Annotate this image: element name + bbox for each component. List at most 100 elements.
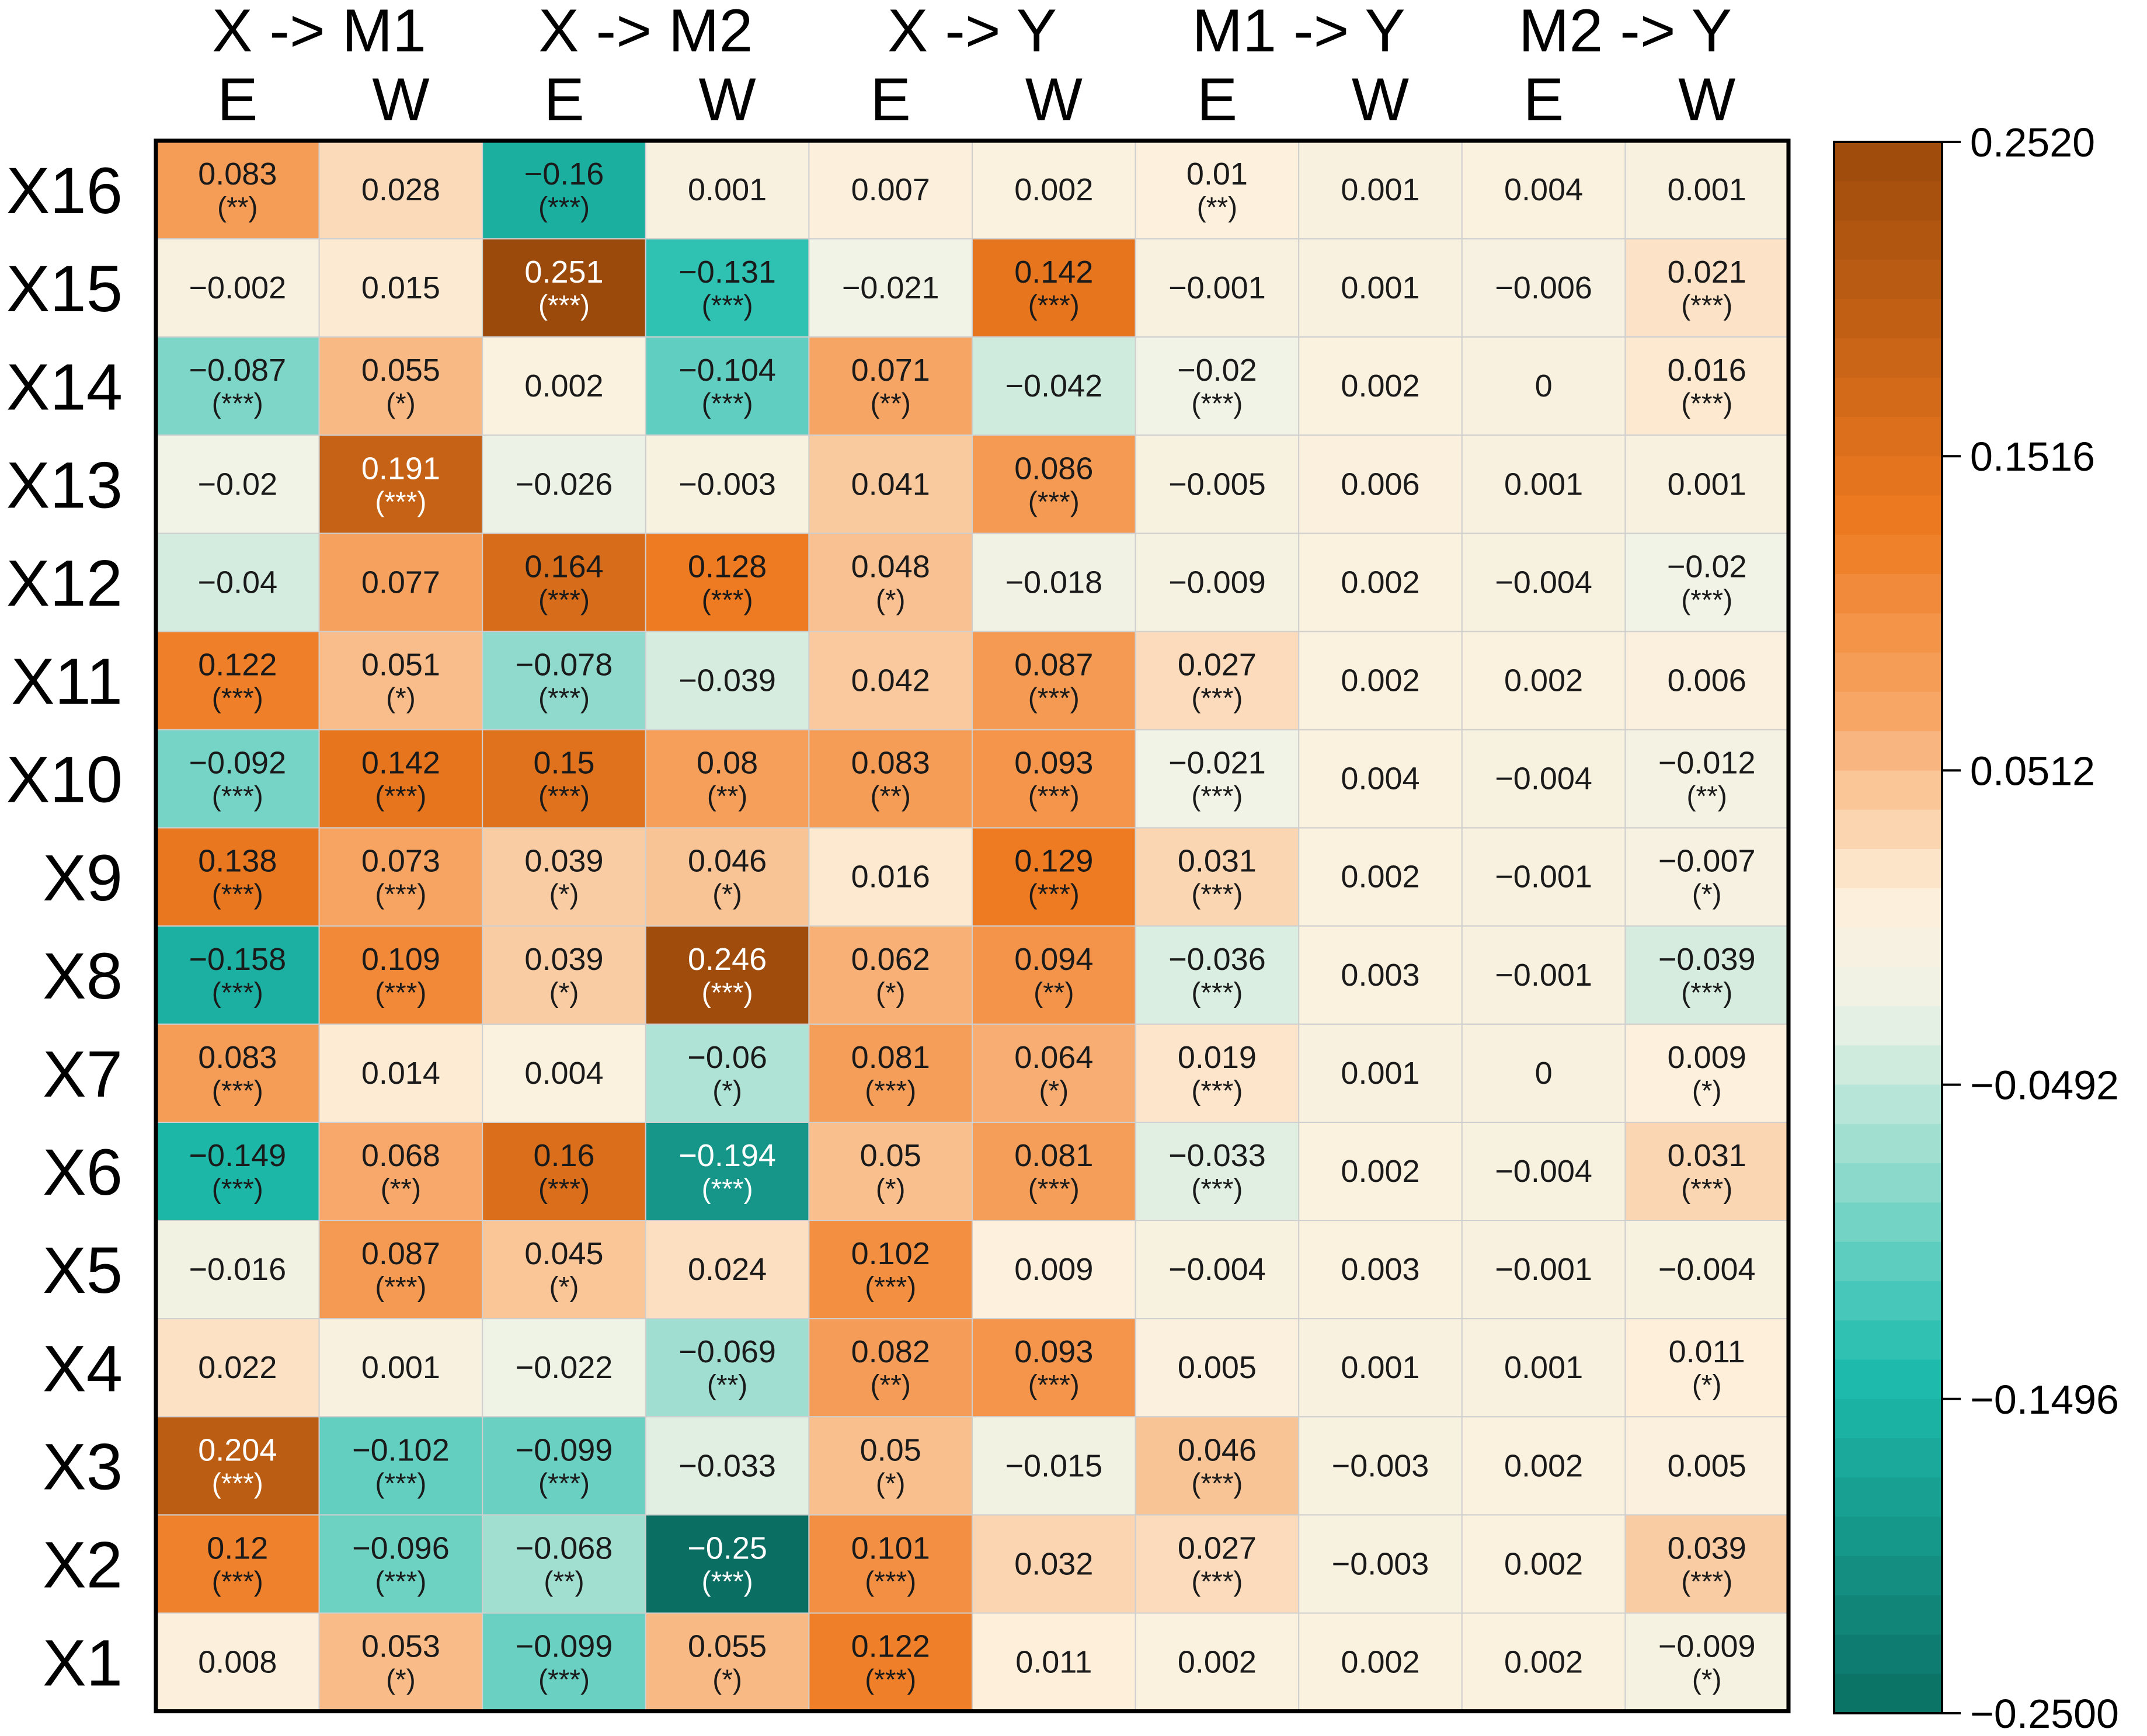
heatmap-cell: [1298, 925, 1463, 1025]
cell-value-label: 0.001: [361, 1350, 440, 1385]
cell-significance-label: (***): [1191, 1468, 1243, 1499]
cell-value-label: −0.018: [1005, 565, 1102, 600]
cell-significance-label: (***): [538, 1174, 590, 1205]
column-subheader-label: W: [372, 66, 429, 134]
cell-value-label: −0.092: [189, 746, 286, 781]
cell-value-label: −0.021: [1168, 746, 1266, 781]
colorbar-segment: [1834, 1163, 1942, 1203]
cell-value-label: 0.087: [1014, 648, 1093, 683]
cell-significance-label: (***): [1028, 781, 1080, 812]
heatmap-cell: [155, 336, 320, 436]
cell-value-label: 0.077: [361, 565, 440, 600]
cell-value-label: 0.129: [1014, 844, 1093, 879]
heatmap-cell: [155, 1122, 320, 1222]
cell-value-label: −0.078: [516, 648, 613, 683]
cell-value-label: −0.004: [1495, 1154, 1592, 1189]
colorbar-segment: [1834, 299, 1942, 339]
cell-significance-label: (*): [1692, 1076, 1722, 1107]
cell-significance-label: (***): [702, 388, 753, 419]
cell-value-label: 0.071: [851, 353, 930, 388]
cell-significance-label: (***): [1028, 1174, 1080, 1205]
cell-significance-label: (**): [217, 192, 257, 223]
heatmap-cell: [482, 336, 646, 436]
cell-value-label: 0.191: [361, 451, 440, 486]
heatmap-cell: [1624, 1220, 1789, 1320]
cell-value-label: −0.022: [516, 1350, 613, 1385]
colorbar-segment: [1834, 574, 1942, 614]
heatmap-cell: [1624, 1122, 1789, 1222]
cell-value-label: −0.033: [678, 1448, 776, 1483]
heatmap-cell: [972, 1220, 1136, 1320]
heatmap-cell: [808, 434, 973, 534]
cell-value-label: −0.003: [1332, 1448, 1429, 1483]
column-group-label: M1 -> Y: [1192, 0, 1405, 65]
cell-significance-label: (***): [1191, 1174, 1243, 1205]
cell-value-label: 0.022: [198, 1350, 277, 1385]
cell-significance-label: (**): [707, 1370, 747, 1401]
heatmap-cell: [1135, 1612, 1300, 1712]
heatmap-cell: [482, 1023, 646, 1123]
column-headers: X -> M1 X -> M2 X -> Y M1 -> Y M2 -> YE W E W E W…: [212, 0, 1735, 134]
row-label: X14: [6, 350, 123, 423]
cell-significance-label: (***): [1681, 388, 1732, 419]
cell-value-label: 0.05: [860, 1138, 921, 1173]
colorbar-segment: [1834, 181, 1942, 221]
row-label: X11: [11, 645, 123, 718]
cell-value-label: 0.039: [1668, 1530, 1746, 1565]
cell-value-label: −0.096: [352, 1530, 450, 1565]
cell-significance-label: (***): [1028, 1370, 1080, 1401]
cell-value-label: −0.104: [678, 353, 776, 388]
colorbar-segment: [1834, 220, 1942, 260]
cell-significance-label: (**): [871, 1370, 911, 1401]
cell-value-label: −0.004: [1495, 565, 1592, 600]
heatmap-cell: [1461, 631, 1626, 730]
heatmap-cell: [1298, 533, 1463, 632]
heatmap-cell: [972, 729, 1136, 829]
cell-significance-label: (**): [707, 781, 747, 812]
cell-significance-label: (***): [1191, 683, 1243, 714]
heatmap-cell: [1135, 729, 1300, 829]
cell-value-label: 0.16: [533, 1138, 594, 1173]
cell-value-label: −0.149: [189, 1138, 286, 1173]
cell-value-label: 0.003: [1341, 1252, 1419, 1287]
cell-significance-label: (*): [549, 1272, 579, 1303]
cell-value-label: 0.015: [361, 270, 440, 305]
heatmap-cell: [1461, 1220, 1626, 1320]
heatmap-cell: [1461, 533, 1626, 632]
colorbar-tick-label: −0.0492: [1970, 1063, 2119, 1108]
heatmap-cell: [1461, 827, 1626, 927]
cell-value-label: −0.02: [197, 467, 277, 502]
heatmap-cell: [1624, 533, 1789, 632]
heatmap-cell: [318, 1416, 483, 1516]
heatmap-cell: [808, 1023, 973, 1123]
row-label: X15: [6, 252, 123, 325]
cell-value-label: 0.005: [1668, 1448, 1746, 1483]
cell-value-label: 0.164: [524, 549, 603, 584]
colorbar-segment: [1834, 888, 1942, 928]
cell-significance-label: (***): [212, 977, 263, 1008]
cell-significance-label: (***): [538, 781, 590, 812]
heatmap-cell: [808, 827, 973, 927]
colorbar-segment: [1834, 731, 1942, 771]
heatmap-cell: [645, 336, 810, 436]
cell-value-label: −0.026: [516, 467, 613, 502]
cell-significance-label: (***): [375, 1468, 426, 1499]
heatmap-cell: [318, 238, 483, 338]
cell-value-label: 0.081: [851, 1040, 930, 1075]
cell-value-label: 0.002: [1504, 1448, 1583, 1483]
heatmap-cell: [1461, 336, 1626, 436]
colorbar-segment: [1834, 770, 1942, 810]
cell-significance-label: (*): [712, 1076, 742, 1107]
cell-significance-label: (***): [538, 1665, 590, 1696]
heatmap-cell: [318, 533, 483, 632]
colorbar-segment: [1834, 534, 1942, 575]
colorbar-segment: [1834, 1516, 1942, 1557]
column-subheader-label: E: [544, 66, 584, 134]
cell-significance-label: (***): [1191, 1076, 1243, 1107]
heatmap-cell: [482, 631, 646, 730]
colorbar-segment: [1834, 691, 1942, 732]
cell-value-label: 0.087: [361, 1236, 440, 1271]
cell-value-label: 0.142: [1014, 255, 1093, 290]
heatmap-cell: [1624, 925, 1789, 1025]
cell-value-label: 0.046: [688, 844, 767, 879]
